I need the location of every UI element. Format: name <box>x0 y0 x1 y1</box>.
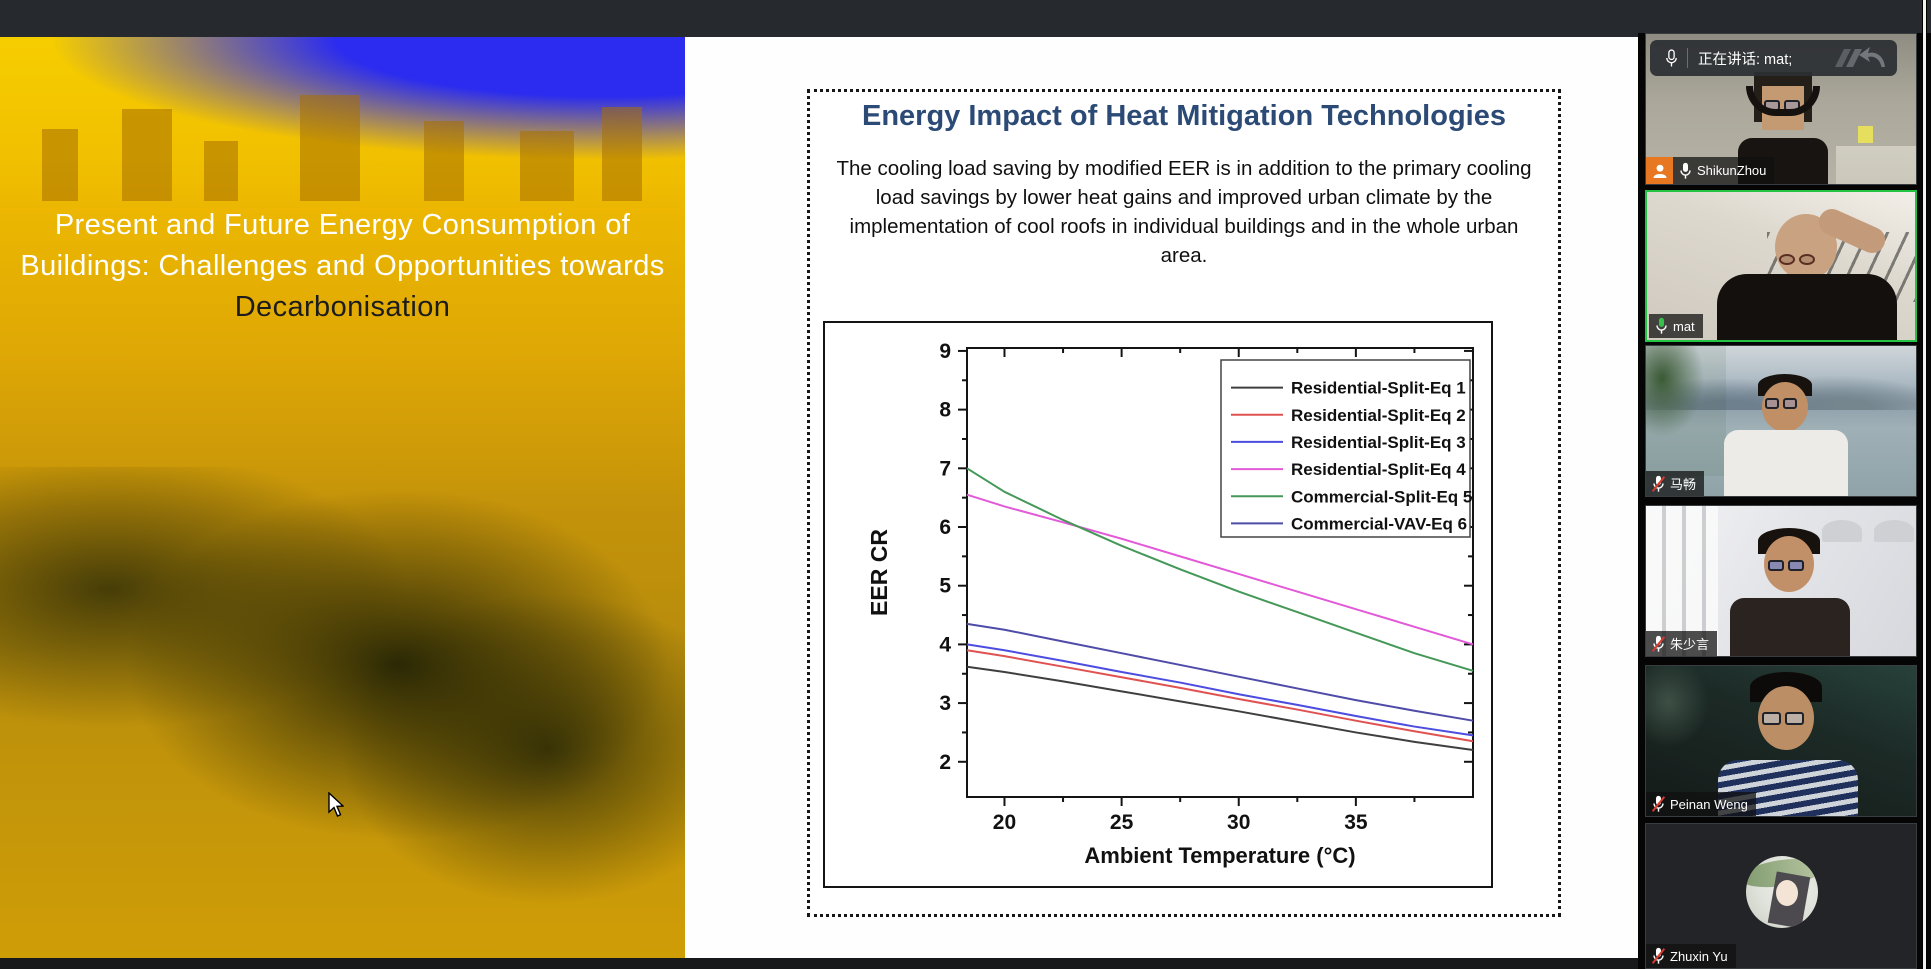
mic-muted-icon <box>1651 947 1666 964</box>
name-row: 朱少言 <box>1646 631 1718 656</box>
banner-divider <box>1687 48 1688 68</box>
svg-text:Commercial-VAV-Eq 6: Commercial-VAV-Eq 6 <box>1291 514 1467 533</box>
mic-muted-icon <box>1651 795 1666 812</box>
svg-text:7: 7 <box>939 457 951 480</box>
pendant-lamp <box>1874 520 1914 542</box>
svg-text:30: 30 <box>1227 811 1250 834</box>
name-row: 马畅 <box>1646 471 1705 496</box>
pendant-lamp <box>1822 520 1862 542</box>
avatar <box>1746 856 1818 928</box>
curtain-pattern <box>1646 666 1736 786</box>
chart-figure: 20 25 30 35 2 3 4 5 6 7 8 9 Ambient Temperature (°C)… <box>823 321 1493 888</box>
person-figure <box>1724 430 1848 496</box>
svg-text:35: 35 <box>1344 811 1368 834</box>
participant-name: 马畅 <box>1670 477 1697 492</box>
svg-text:8: 8 <box>939 399 951 422</box>
person-figure <box>1730 598 1850 656</box>
eer-line-chart: 20 25 30 35 2 3 4 5 6 7 8 9 Ambient Temperature (°C)… <box>866 340 1474 868</box>
person-figure <box>1717 274 1897 340</box>
participant-name: ShikunZhou <box>1697 163 1767 178</box>
person-figure <box>1768 560 1804 571</box>
participant-name: Zhuxin Yu <box>1670 948 1728 964</box>
svg-text:4: 4 <box>939 633 951 656</box>
participant-tile-mat[interactable]: mat <box>1645 190 1917 342</box>
svg-text:Residential-Split-Eq 3: Residential-Split-Eq 3 <box>1291 433 1466 452</box>
svg-text:Commercial-Split-Eq 5: Commercial-Split-Eq 5 <box>1291 487 1472 506</box>
participant-video <box>1646 346 1916 496</box>
person-figure <box>1762 712 1804 725</box>
slide-dark-landscape <box>0 467 685 937</box>
participant-name: 朱少言 <box>1670 637 1710 652</box>
banner-mic-icon <box>1666 48 1677 66</box>
top-bar <box>0 0 1931 37</box>
svg-text:9: 9 <box>939 340 951 363</box>
svg-text:Residential-Split-Eq 2: Residential-Split-Eq 2 <box>1291 406 1466 425</box>
svg-text:2: 2 <box>939 751 951 774</box>
sidebar-scrollbar[interactable] <box>1922 0 1927 969</box>
name-row: mat <box>1649 314 1703 338</box>
skyline-building <box>424 121 464 201</box>
mouse-cursor <box>328 792 344 817</box>
slide-heading: Energy Impact of Heat Mitigation Technol… <box>862 100 1506 132</box>
slide-content-panel: Energy Impact of Heat Mitigation Technol… <box>685 37 1641 958</box>
participant-video <box>1646 666 1916 816</box>
presentation-title-accent: Decarbonisation <box>234 291 451 323</box>
meeting-watermark-arrows-icon <box>1835 47 1885 67</box>
participant-tile-machang[interactable]: 马畅 <box>1645 345 1917 497</box>
skyline-building <box>520 131 574 201</box>
svg-text:5: 5 <box>939 575 951 598</box>
avatar-art <box>1776 880 1798 906</box>
sticky-note <box>1858 126 1873 143</box>
participant-tile-zhushaoyan[interactable]: 朱少言 <box>1645 505 1917 657</box>
participant-name: Peinan Weng <box>1670 796 1748 812</box>
wall-papers <box>1836 146 1916 184</box>
bottom-bar <box>0 958 1641 969</box>
name-row: Peinan Weng <box>1646 792 1756 816</box>
slide-artwork-panel: Present and Future Energy Consumption of… <box>0 37 685 958</box>
name-row: ShikunZhou <box>1646 157 1775 184</box>
svg-text:EER CR: EER CR <box>866 529 892 616</box>
name-row: Zhuxin Yu <box>1646 944 1736 968</box>
person-figure <box>1765 398 1797 409</box>
speaking-banner-text: 正在讲话: mat; <box>1698 51 1793 68</box>
skyline-building <box>204 141 238 201</box>
svg-text:Residential-Split-Eq 4: Residential-Split-Eq 4 <box>1291 460 1466 479</box>
skyline-building <box>602 107 642 201</box>
svg-text:Residential-Split-Eq 1: Residential-Split-Eq 1 <box>1291 379 1466 398</box>
person-figure <box>1779 254 1815 265</box>
slide-content-box: Energy Impact of Heat Mitigation Technol… <box>807 89 1561 917</box>
participant-name: mat <box>1673 318 1695 334</box>
speaking-banner: 正在讲话: mat; <box>1650 40 1897 76</box>
svg-text:6: 6 <box>939 516 951 539</box>
mic-muted-icon <box>1651 635 1666 652</box>
participant-tile-zhuxinyu[interactable]: Zhuxin Yu <box>1645 823 1917 969</box>
participant-tile-peinanweng[interactable]: Peinan Weng <box>1645 665 1917 817</box>
host-person-icon <box>1646 157 1673 184</box>
mic-active-icon <box>1656 317 1667 334</box>
slide-paragraph: The cooling load saving by modified EER … <box>836 157 1532 268</box>
skyline-building <box>42 129 78 201</box>
skyline-building <box>122 109 172 201</box>
presentation-title: Present and Future Energy Consumption of… <box>0 205 685 328</box>
mic-muted-icon <box>1651 475 1666 492</box>
svg-text:Ambient Temperature (°C): Ambient Temperature (°C) <box>1084 843 1355 868</box>
willow-tree <box>1646 346 1726 476</box>
svg-text:3: 3 <box>939 692 951 715</box>
skyline-building <box>300 95 360 201</box>
svg-text:20: 20 <box>993 811 1016 834</box>
mic-on-icon <box>1680 162 1691 179</box>
presentation-title-main: Present and Future Energy Consumption of… <box>20 209 665 282</box>
svg-text:25: 25 <box>1110 811 1134 834</box>
participants-sidebar: ShikunZhou 正在讲话: mat; <box>1638 0 1931 969</box>
